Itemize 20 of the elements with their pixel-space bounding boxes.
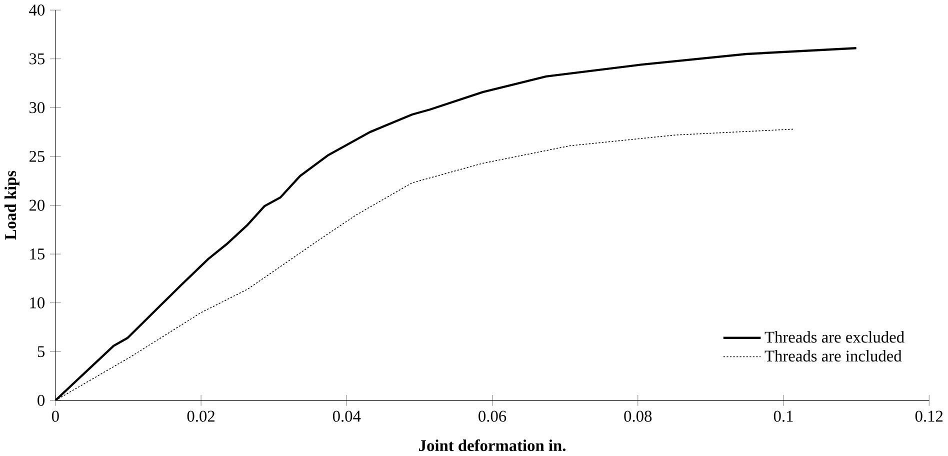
y-axis-title: Load kips [4,170,20,240]
y-tick-label: 25 [30,151,45,162]
y-tick-label: 15 [30,248,45,260]
y-tick-label: 35 [30,54,45,64]
x-tick-label: 0.06 [478,410,506,422]
legend-label: Threads are included [764,350,902,362]
x-tick-label: 0.02 [187,410,214,422]
legend-label: Threads are excluded [764,331,904,343]
y-tick-label: 20 [30,200,45,211]
x-tick-label: 0.1 [774,410,793,422]
y-tick-label: 0 [38,395,45,406]
x-tick-label: 0 [52,410,59,422]
y-tick-label: 5 [38,346,45,358]
x-tick-label: 0.12 [915,410,943,422]
x-tick-label: 0.04 [332,410,361,422]
y-tick-label: 10 [30,297,45,308]
y-tick-label: 40 [29,4,45,16]
x-tick-label: 0.08 [624,410,652,422]
x-axis-title: Joint deformation in. [419,440,566,452]
y-tick-label: 30 [30,102,45,114]
